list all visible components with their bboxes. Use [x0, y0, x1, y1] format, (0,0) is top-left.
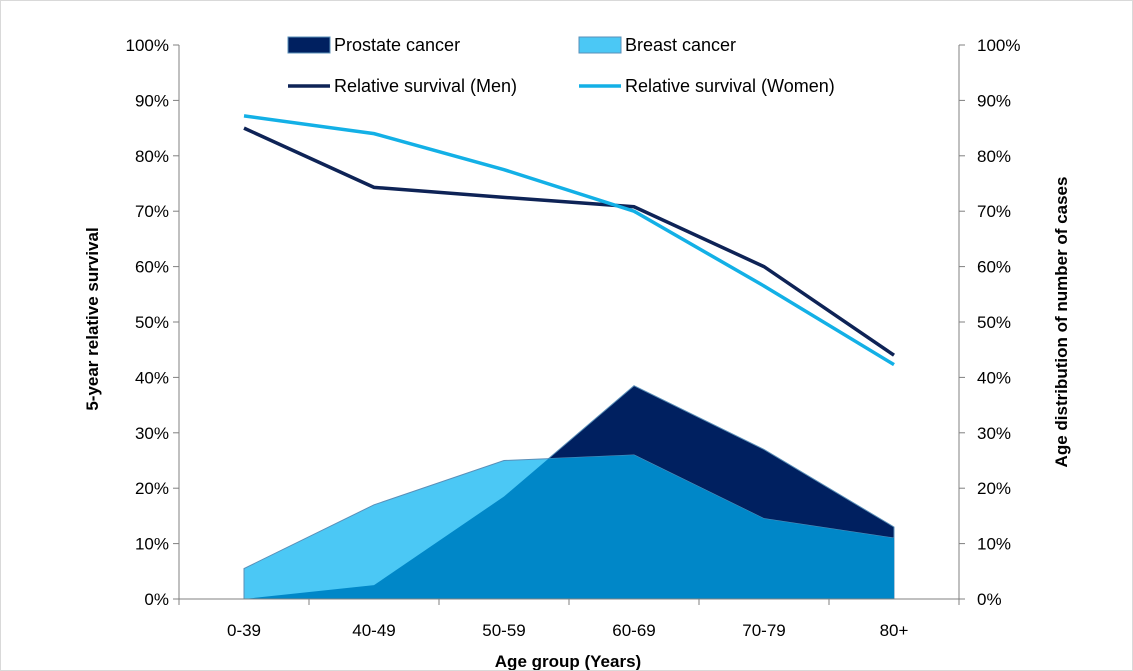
- x-tick-label: 80+: [880, 621, 909, 640]
- legend-item-relative-survival-women: Relative survival (Women): [579, 76, 835, 96]
- x-tick-label: 40-49: [352, 621, 395, 640]
- x-axis-title: Age group (Years): [495, 652, 641, 670]
- relative-survival-men-line: [243, 126, 895, 357]
- right-tick-label: 80%: [977, 147, 1011, 166]
- left-axis-title: 5-year relative survival: [83, 227, 102, 410]
- relative-survival-women-line: [243, 114, 895, 367]
- left-tick-label: 60%: [135, 258, 169, 277]
- right-tick-label: 100%: [977, 36, 1020, 55]
- x-tick-label: 0-39: [227, 621, 261, 640]
- legend: Prostate cancer Breast cancer Relative sur…: [287, 35, 835, 96]
- left-tick-label: 40%: [135, 368, 169, 387]
- right-tick-label: 30%: [977, 424, 1011, 443]
- right-tick-label: 20%: [977, 479, 1011, 498]
- left-tick-label: 0%: [144, 590, 169, 609]
- right-tick-label: 0%: [977, 590, 1002, 609]
- left-tick-label: 70%: [135, 202, 169, 221]
- line-series-group: [243, 114, 895, 367]
- right-tick-label: 40%: [977, 368, 1011, 387]
- area-series-group: [243, 385, 895, 600]
- left-tick-label: 50%: [135, 313, 169, 332]
- legend-label-breast-cancer: Breast cancer: [625, 35, 736, 55]
- right-tick-label: 10%: [977, 535, 1011, 554]
- right-tick-label: 70%: [977, 202, 1011, 221]
- left-tick-label: 10%: [135, 535, 169, 554]
- legend-label-prostate-cancer: Prostate cancer: [334, 35, 460, 55]
- left-tick-label: 20%: [135, 479, 169, 498]
- legend-label-relative-survival-women: Relative survival (Women): [625, 76, 835, 96]
- x-tick-label: 50-59: [482, 621, 525, 640]
- legend-item-breast-cancer: Breast cancer: [578, 35, 736, 55]
- legend-swatch-prostate-cancer: [287, 36, 331, 54]
- right-axis-title: Age distribution of number of cases: [1052, 177, 1071, 468]
- left-tick-label: 80%: [135, 147, 169, 166]
- left-tick-label: 90%: [135, 91, 169, 110]
- legend-swatch-breast-cancer: [578, 36, 622, 54]
- right-tick-label: 60%: [977, 258, 1011, 277]
- axes-group: 0% 10% 20% 30% 40% 50% 60% 70% 80% 90% 100% 0% 10% 20…: [126, 36, 1021, 640]
- right-tick-label: 50%: [977, 313, 1011, 332]
- legend-item-prostate-cancer: Prostate cancer: [287, 35, 460, 55]
- left-tick-label: 30%: [135, 424, 169, 443]
- legend-item-relative-survival-men: Relative survival (Men): [288, 76, 517, 96]
- x-tick-label: 60-69: [612, 621, 655, 640]
- right-tick-label: 90%: [977, 91, 1011, 110]
- left-tick-label: 100%: [126, 36, 169, 55]
- x-tick-label: 70-79: [742, 621, 785, 640]
- legend-label-relative-survival-men: Relative survival (Men): [334, 76, 517, 96]
